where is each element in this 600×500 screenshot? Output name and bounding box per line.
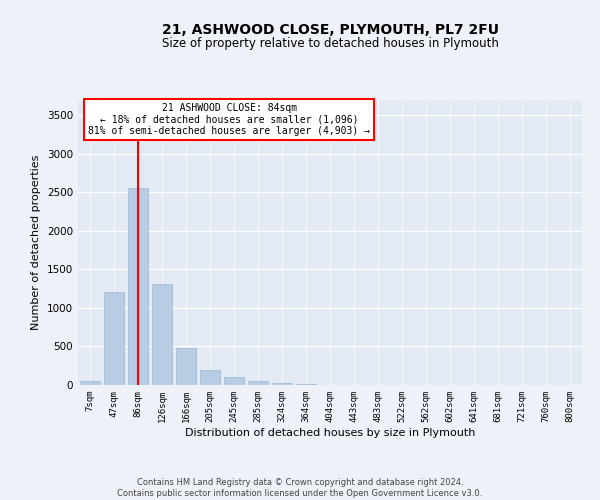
Bar <box>152 284 172 385</box>
Text: 21, ASHWOOD CLOSE, PLYMOUTH, PL7 2FU: 21, ASHWOOD CLOSE, PLYMOUTH, PL7 2FU <box>161 22 499 36</box>
Text: Contains HM Land Registry data © Crown copyright and database right 2024.
Contai: Contains HM Land Registry data © Crown c… <box>118 478 482 498</box>
Bar <box>272 382 292 385</box>
Bar <box>104 292 124 385</box>
Bar <box>200 370 220 385</box>
Text: Size of property relative to detached houses in Plymouth: Size of property relative to detached ho… <box>161 38 499 51</box>
X-axis label: Distribution of detached houses by size in Plymouth: Distribution of detached houses by size … <box>185 428 475 438</box>
Bar <box>296 384 316 385</box>
Bar <box>176 348 196 385</box>
Bar <box>224 377 244 385</box>
Text: 21 ASHWOOD CLOSE: 84sqm
← 18% of detached houses are smaller (1,096)
81% of semi: 21 ASHWOOD CLOSE: 84sqm ← 18% of detache… <box>88 103 370 136</box>
Y-axis label: Number of detached properties: Number of detached properties <box>31 155 41 330</box>
Bar <box>128 188 148 385</box>
Bar <box>80 381 100 385</box>
Bar <box>248 381 268 385</box>
